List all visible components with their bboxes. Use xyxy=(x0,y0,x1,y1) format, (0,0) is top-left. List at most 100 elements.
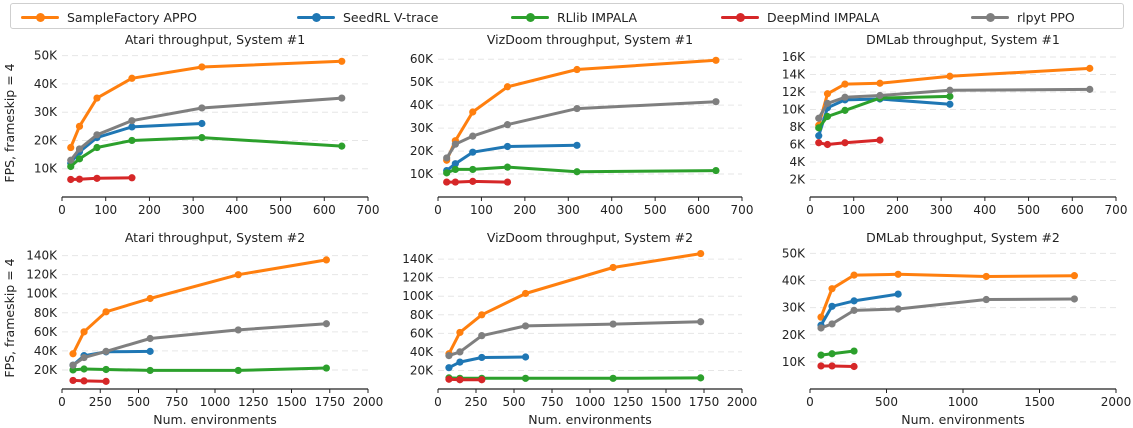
data-point-rlpyt-ppo xyxy=(1070,295,1078,303)
x-tick-label: 0 xyxy=(806,203,814,217)
series-line-rllib-impala xyxy=(819,349,856,357)
chart-panel-4: 20K 40K 60K 80K 100K 120K 140K 0 250 500 750 1000 12… xyxy=(26,230,383,409)
data-point-deepmind-impala xyxy=(69,376,77,385)
y-tick-label: 10K xyxy=(782,355,806,369)
data-point-rllib-impala xyxy=(712,166,720,175)
y-tick-label: 10K xyxy=(34,162,58,176)
series-line-rllib-impala xyxy=(71,366,328,372)
y-tick-label: 6K xyxy=(789,138,806,152)
data-point-deepmind-impala xyxy=(817,362,825,370)
data-point-deepmind-impala xyxy=(823,140,832,149)
data-point-samplefactory-appo xyxy=(102,308,110,316)
chart-panel-5: 20K 40K 60K 80K 100K 120K 140K 0 250 500 750 1000 12… xyxy=(402,230,757,409)
data-point-rlpyt-ppo xyxy=(198,104,206,112)
legend-label: SampleFactory APPO xyxy=(67,9,197,25)
x-tick-label: 200 xyxy=(513,203,536,217)
chart-title: VizDoom throughput, System #2 xyxy=(487,230,693,245)
data-point-seedrl-v-trace xyxy=(828,302,836,310)
series-line-deepmind-impala xyxy=(71,378,108,383)
data-point-deepmind-impala xyxy=(876,136,884,144)
x-tick-label: 250 xyxy=(465,395,488,409)
data-point-rlpyt-ppo xyxy=(478,332,486,340)
data-point-samplefactory-appo xyxy=(850,271,858,279)
x-tick-label: 750 xyxy=(165,395,188,409)
x-tick-label: 200 xyxy=(138,203,161,217)
x-tick-label: 1500 xyxy=(651,395,682,409)
data-point-samplefactory-appo xyxy=(894,270,902,278)
data-point-rlpyt-ppo xyxy=(80,353,88,362)
legend-item-deepmind-impala: DeepMind IMPALA xyxy=(721,8,880,26)
data-point-seedrl-v-trace xyxy=(456,358,464,366)
x-tick-label: 1500 xyxy=(276,395,307,409)
legend: SampleFactory APPO SeedRL V-trace RLlib … xyxy=(10,3,1124,29)
data-point-rlpyt-ppo xyxy=(1086,85,1094,93)
data-point-rlpyt-ppo xyxy=(146,334,154,343)
data-point-rlpyt-ppo xyxy=(93,131,101,139)
data-point-rlpyt-ppo xyxy=(128,117,136,125)
x-tick-label: 400 xyxy=(973,203,996,217)
y-tick-label: 30K xyxy=(34,105,58,119)
data-point-seedrl-v-trace xyxy=(451,160,459,168)
y-tick-label: 4K xyxy=(789,155,806,169)
x-tick-label: 1000 xyxy=(575,395,606,409)
series-line-samplefactory-appo xyxy=(819,272,1076,319)
y-tick-label: 40K xyxy=(410,98,434,112)
x-tick-label: 500 xyxy=(644,203,667,217)
x-tick-label: 0 xyxy=(434,395,442,409)
legend-label: DeepMind IMPALA xyxy=(767,9,880,25)
data-point-rllib-impala xyxy=(503,163,512,171)
data-point-rllib-impala xyxy=(841,106,849,114)
x-tick-label: 500 xyxy=(1017,203,1040,217)
data-point-seedrl-v-trace xyxy=(894,290,902,298)
data-point-rllib-impala xyxy=(828,350,836,358)
data-point-seedrl-v-trace xyxy=(478,353,486,362)
data-point-rllib-impala xyxy=(234,366,242,375)
data-point-rllib-impala xyxy=(322,364,330,372)
data-point-samplefactory-appo xyxy=(93,94,101,102)
data-point-samplefactory-appo xyxy=(234,271,242,279)
x-tick-label: 2000 xyxy=(1101,395,1132,409)
x-tick-label: 400 xyxy=(600,203,623,217)
data-point-rllib-impala xyxy=(697,374,705,382)
y-tick-label: 40K xyxy=(782,274,806,288)
data-point-rllib-impala xyxy=(338,142,346,150)
data-point-samplefactory-appo xyxy=(198,63,206,71)
chart-panel-3: 2K 4K 6K 8K 10K 12K 14K 16K 0 100 200 300 400 500 600 7… xyxy=(782,32,1128,217)
x-tick-label: 1500 xyxy=(1024,395,1055,409)
data-point-rlpyt-ppo xyxy=(102,347,110,355)
data-point-rlpyt-ppo xyxy=(469,132,477,140)
y-tick-label: 80K xyxy=(34,306,58,320)
series-line-rlpyt-ppo xyxy=(447,320,703,358)
data-point-deepmind-impala xyxy=(478,376,486,384)
legend-label: SeedRL V-trace xyxy=(343,9,439,25)
y-tick-label: 50K xyxy=(34,49,58,63)
data-point-samplefactory-appo xyxy=(146,294,154,303)
data-point-deepmind-impala xyxy=(445,375,453,383)
data-point-deepmind-impala xyxy=(469,177,477,185)
data-point-rllib-impala xyxy=(198,134,206,142)
data-point-seedrl-v-trace xyxy=(573,141,581,149)
legend-line-swatch xyxy=(21,12,59,22)
legend-item-seedrl-vtrace: SeedRL V-trace xyxy=(297,8,438,26)
legend-line-swatch xyxy=(721,12,759,22)
data-point-rlpyt-ppo xyxy=(451,140,459,148)
series-line-rlpyt-ppo xyxy=(819,297,1076,330)
data-point-rllib-impala xyxy=(946,92,954,100)
y-tick-label: 120K xyxy=(402,271,434,285)
x-tick-label: 1250 xyxy=(238,395,269,409)
data-point-samplefactory-appo xyxy=(828,285,836,293)
y-tick-label: 50K xyxy=(782,246,806,260)
x-tick-label: 2000 xyxy=(353,395,384,409)
data-point-rlpyt-ppo xyxy=(697,318,705,326)
data-point-deepmind-impala xyxy=(67,175,75,184)
data-point-rlpyt-ppo xyxy=(982,295,990,304)
x-tick-label: 100 xyxy=(842,203,865,217)
data-point-rlpyt-ppo xyxy=(456,348,464,356)
y-tick-label: 40K xyxy=(34,344,58,358)
data-point-samplefactory-appo xyxy=(521,289,530,298)
data-point-samplefactory-appo xyxy=(128,74,136,82)
data-point-seedrl-v-trace xyxy=(469,148,477,156)
data-point-samplefactory-appo xyxy=(69,350,77,358)
x-tick-label: 500 xyxy=(269,203,292,217)
y-tick-label: 2K xyxy=(789,173,806,187)
